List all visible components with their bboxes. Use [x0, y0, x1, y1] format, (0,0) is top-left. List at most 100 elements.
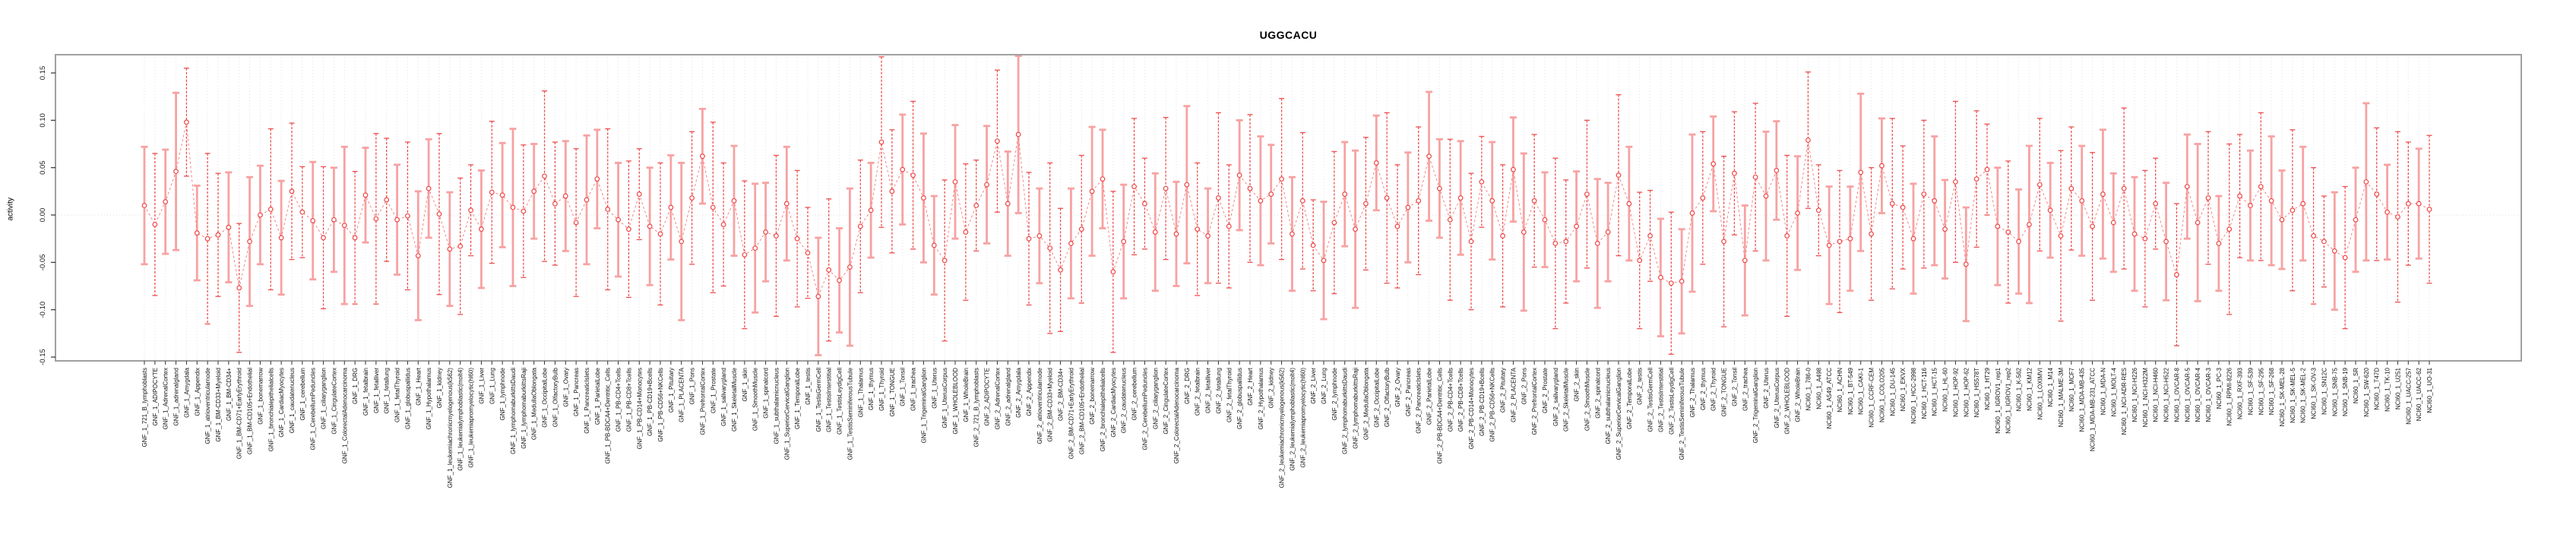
data-point — [415, 253, 421, 259]
x-tick-label: GNF_1_721_B_lymphoblasts — [141, 368, 148, 447]
x-tick-label: GNF_2_Thalamus — [1689, 368, 1696, 417]
x-tick-label: GNF_2_thymus — [1700, 368, 1707, 410]
data-point — [878, 139, 885, 145]
x-tick-label: GNF_1_ciliaryganglion — [321, 368, 328, 429]
data-point — [1184, 182, 1190, 188]
x-tick-label: GNF_1_PB-BDCA4+Dentritic_Cells — [605, 368, 612, 464]
data-point — [2416, 201, 2422, 207]
data-point — [616, 217, 621, 223]
data-point — [1542, 217, 1548, 223]
data-point — [531, 188, 537, 194]
x-tick-label: GNF_2_PB-BDCA4+Dentritic_Cells — [1436, 368, 1443, 464]
data-point — [2047, 207, 2053, 213]
data-point — [857, 223, 863, 229]
data-point — [436, 211, 442, 217]
x-tick-label: GNF_2_subthalamicnucleus — [1605, 368, 1612, 444]
x-tick-label: GNF_1_BM-CD105+Endothelial — [247, 368, 254, 454]
x-tick-label: GNF_1_TemporalLobe — [794, 367, 801, 428]
data-point — [1353, 226, 1358, 232]
data-point — [447, 246, 453, 252]
data-point — [362, 192, 369, 198]
data-point — [1574, 223, 1579, 229]
x-tick-label: GNF_2_cerebellum — [1131, 368, 1138, 421]
data-point — [1163, 185, 1169, 191]
data-point — [184, 119, 189, 125]
data-point — [1236, 172, 1242, 179]
x-tick-label: GNF_1_adrenalgland — [173, 368, 180, 426]
x-tick-label: GNF_1_Prostate — [710, 367, 717, 413]
x-tick-label: NCI60_1_LOXIMVI — [2036, 368, 2043, 419]
x-tick-label: NCI60_1_M14 — [2047, 367, 2054, 406]
data-point — [689, 195, 695, 201]
x-tick-label: GNF_2_adrenalgland — [1005, 368, 1011, 426]
x-tick-label: GNF_2_salivarygland — [1552, 368, 1559, 426]
data-point — [1837, 239, 1843, 245]
x-tick-label: GNF_1_thymus — [868, 368, 875, 410]
data-point — [2385, 209, 2390, 215]
data-point — [720, 222, 726, 227]
data-point — [552, 201, 558, 207]
data-point — [152, 222, 158, 227]
data-point — [1932, 198, 1938, 204]
data-point — [299, 209, 305, 215]
x-tick-label: GNF_2_Liver — [1310, 368, 1317, 404]
x-tick-label: GNF_2_PB-CD19+Bcells — [1479, 368, 1486, 436]
x-tick-label: GNF_2_Appendix — [1026, 368, 1033, 416]
data-point — [1721, 239, 1726, 245]
data-point — [1131, 184, 1137, 189]
data-point — [1173, 231, 1179, 237]
x-tick-label: GNF_2_Uterus — [1763, 368, 1770, 409]
x-tick-label: GNF_1_globuspallidus — [404, 368, 411, 429]
x-tick-label: GNF_2_MedullaOblongata — [1362, 367, 1369, 440]
x-tick-label: GNF_1_Thyroid — [878, 368, 885, 411]
plot-box — [55, 54, 2522, 362]
y-tick-label: -0.05 — [39, 255, 47, 271]
data-point — [1479, 179, 1485, 185]
data-point — [868, 207, 874, 213]
data-point — [1511, 166, 1516, 172]
data-point — [1774, 168, 1780, 173]
x-tick-label: GNF_2_Amygdala — [1015, 367, 1022, 417]
data-point — [352, 235, 358, 241]
y-tick-label: 0.10 — [39, 113, 47, 128]
data-point — [1216, 195, 1221, 201]
x-tick-label: GNF_1_ParietalLobe — [594, 367, 601, 425]
x-tick-label: GNF_2_lymphnode — [1331, 367, 1338, 420]
x-tick-label: NCI60_1_BT-549 — [1847, 367, 1854, 414]
x-tick-label: NCI60_1_SK-OV-3 — [2311, 367, 2318, 419]
data-point — [1247, 185, 1253, 191]
x-tick-label: GNF_1_kidney — [436, 368, 443, 408]
data-point — [2237, 193, 2242, 199]
data-point — [194, 230, 200, 236]
data-point — [2290, 207, 2296, 213]
x-tick-label: GNF_1_TestisSeminiferousTubule — [847, 367, 853, 460]
data-point — [426, 185, 432, 191]
x-tick-label: GNF_1_lymphomaburkittsDaudi — [510, 368, 517, 454]
x-tick-label: GNF_1_PB-CD56+NKCells — [657, 368, 664, 442]
data-point — [226, 224, 232, 230]
x-tick-label: NCI60_1_ACHN — [1837, 368, 1843, 413]
data-point — [1742, 258, 1748, 264]
x-tick-label: GNF_1_leukemiachronicmyelogenous(k562) — [447, 368, 454, 489]
data-point — [2195, 220, 2201, 226]
x-tick-label: GNF_1_atrioventricularnode — [204, 367, 211, 444]
x-tick-label: GNF_1_CardiacMyocytes — [278, 368, 285, 438]
data-point — [341, 223, 347, 229]
x-tick-label: NCI60_1_SF-539 — [2247, 367, 2254, 415]
data-point — [1373, 160, 1379, 166]
x-tick-label: NCI60_1_CCRF-CEM — [1869, 368, 1875, 428]
data-point — [752, 245, 758, 251]
x-tick-label: GNF_2_OlfactoryBulb — [1384, 367, 1391, 427]
data-point — [510, 204, 516, 210]
x-tick-label: GNF_1_Ovary — [562, 368, 569, 407]
x-tick-label: NCI60_1_NCI-ADR-RES — [2121, 368, 2128, 435]
data-point — [1973, 176, 1979, 182]
data-point — [289, 188, 295, 194]
y-tick-label: 0.05 — [39, 160, 47, 175]
data-point — [742, 251, 748, 258]
data-point — [1795, 210, 1800, 216]
x-tick-label: GNF_1_BM-CD71+EarlyErythroid — [236, 368, 243, 459]
data-point — [1089, 188, 1095, 194]
data-point — [774, 233, 779, 239]
